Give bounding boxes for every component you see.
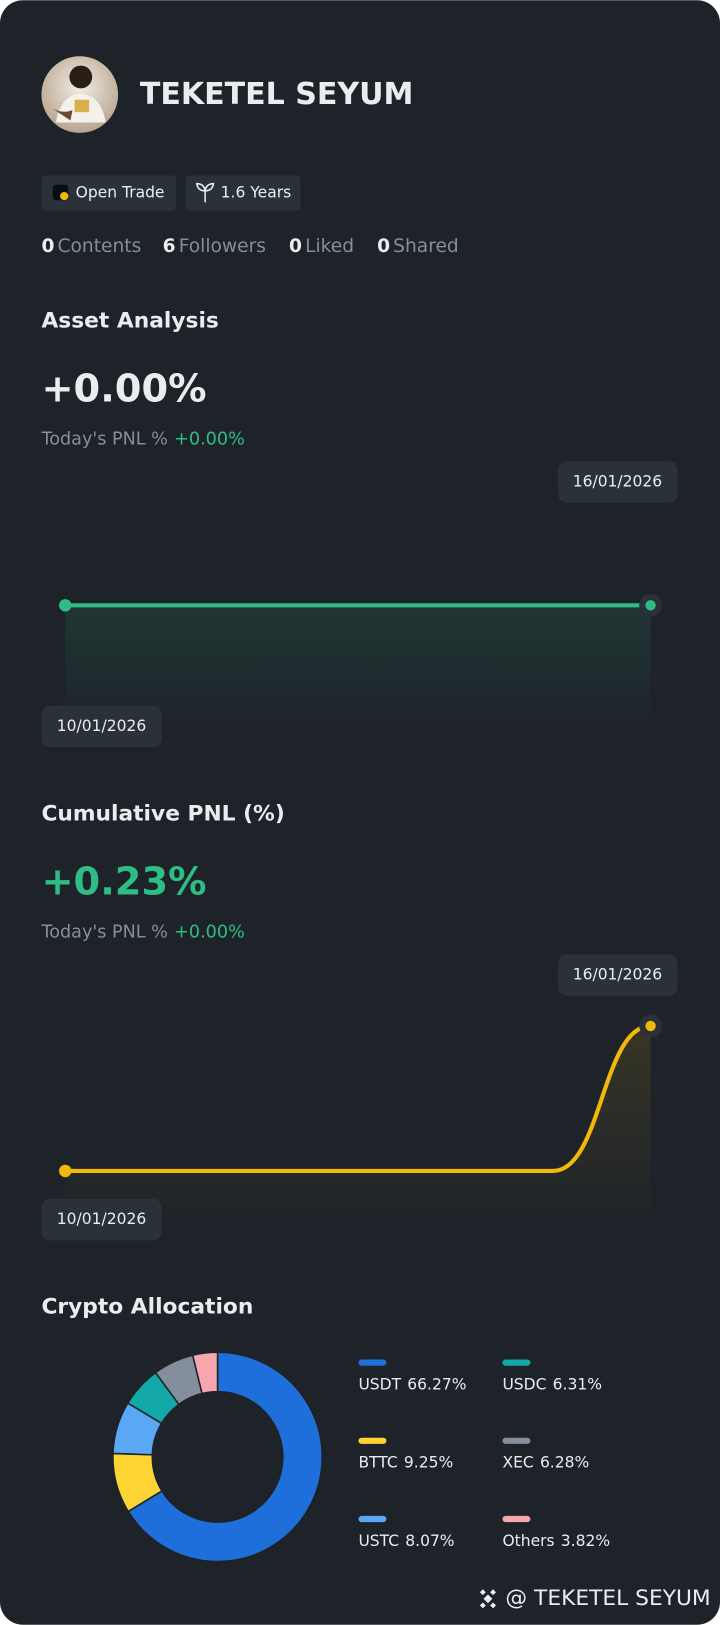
legend-swatch	[502, 1515, 531, 1523]
date-label: 16/01/2026	[573, 966, 662, 984]
stat-value: 0	[41, 235, 54, 256]
legend-value: 3.82%	[561, 1531, 610, 1549]
date-tooltip	[41, 705, 162, 748]
stat[interactable]: 0 Liked	[289, 235, 354, 256]
badge-label: 1.6 Years	[221, 183, 292, 201]
today-pnl-value: +0.00%	[174, 923, 245, 943]
today-pnl: Today's PNL % +0.00%	[40, 923, 244, 943]
legend-entry: BTTC 9.25%	[358, 1453, 453, 1471]
date-tooltip	[558, 461, 678, 503]
legend-name: Others	[502, 1531, 554, 1549]
stat[interactable]: 0 Contents	[41, 235, 141, 256]
line-area	[65, 605, 651, 736]
stat-label: Shared	[393, 235, 459, 256]
legend-swatch	[502, 1437, 531, 1444]
stat[interactable]: 6 Followers	[163, 235, 266, 256]
legend-swatch	[358, 1437, 387, 1444]
section-title: Cumulative PNL (%)	[41, 802, 284, 827]
legend-entry: XEC 6.28%	[502, 1453, 589, 1471]
donut-slice	[191, 1351, 219, 1395]
stat-value: 0	[377, 235, 390, 256]
start-point	[59, 1164, 72, 1178]
stat-value: 6	[163, 235, 176, 256]
line	[63, 1023, 653, 1174]
section-title: Crypto Allocation	[41, 1295, 253, 1320]
legend-entry: USTC 8.07%	[358, 1531, 454, 1549]
badge[interactable]: 1.6 Years	[185, 175, 301, 211]
watermark: @ TEKETEL SEYUM	[479, 1586, 711, 1611]
date-label: 10/01/2026	[57, 1210, 146, 1228]
legend-name: XEC	[502, 1453, 533, 1471]
today-pnl-label: Today's PNL %	[40, 923, 167, 943]
end-point	[645, 1020, 656, 1032]
stat-label: Contents	[58, 235, 142, 256]
legend-swatch	[502, 1359, 531, 1366]
legend-value: 66.27%	[407, 1375, 466, 1393]
legend-value: 9.25%	[404, 1453, 453, 1471]
date-label: 16/01/2026	[573, 473, 662, 491]
stat-value: 0	[289, 235, 302, 256]
legend-swatch	[358, 1515, 387, 1523]
legend-value: 6.28%	[540, 1453, 589, 1471]
legend-entry: Others 3.82%	[502, 1531, 610, 1549]
section-title: Asset Analysis	[41, 308, 218, 333]
legend-swatch	[358, 1359, 387, 1366]
legend-entry: USDC 6.31%	[502, 1375, 602, 1393]
watermark-text: @ TEKETEL SEYUM	[505, 1586, 710, 1611]
headline-value: +0.23%	[41, 859, 206, 904]
legend-value: 8.07%	[405, 1531, 454, 1549]
line-area	[65, 1025, 651, 1229]
legend-name: BTTC	[358, 1453, 397, 1471]
date-tooltip	[558, 954, 678, 996]
profile-name: TEKETEL SEYUM	[140, 77, 414, 112]
legend-name: USTC	[358, 1531, 399, 1549]
donut-slice	[127, 1351, 323, 1563]
date-tooltip	[41, 1198, 162, 1241]
legend-value: 6.31%	[553, 1375, 602, 1393]
today-pnl-value: +0.00%	[174, 430, 245, 450]
badge[interactable]: Open Trade	[41, 175, 177, 211]
headline-value: +0.00%	[41, 366, 206, 411]
badge-label: Open Trade	[76, 183, 165, 201]
stat-label: Liked	[305, 235, 354, 256]
stat-label: Followers	[179, 235, 266, 256]
start-point	[59, 599, 72, 612]
end-point	[645, 600, 656, 611]
legend-name: USDC	[502, 1375, 546, 1393]
avatar	[41, 56, 119, 133]
date-label: 10/01/2026	[57, 717, 146, 735]
legend-entry: USDT 66.27%	[358, 1375, 466, 1393]
today-pnl-label: Today's PNL %	[40, 430, 167, 450]
legend-name: USDT	[358, 1375, 401, 1393]
today-pnl: Today's PNL % +0.00%	[40, 430, 244, 450]
stat[interactable]: 0 Shared	[377, 235, 459, 256]
